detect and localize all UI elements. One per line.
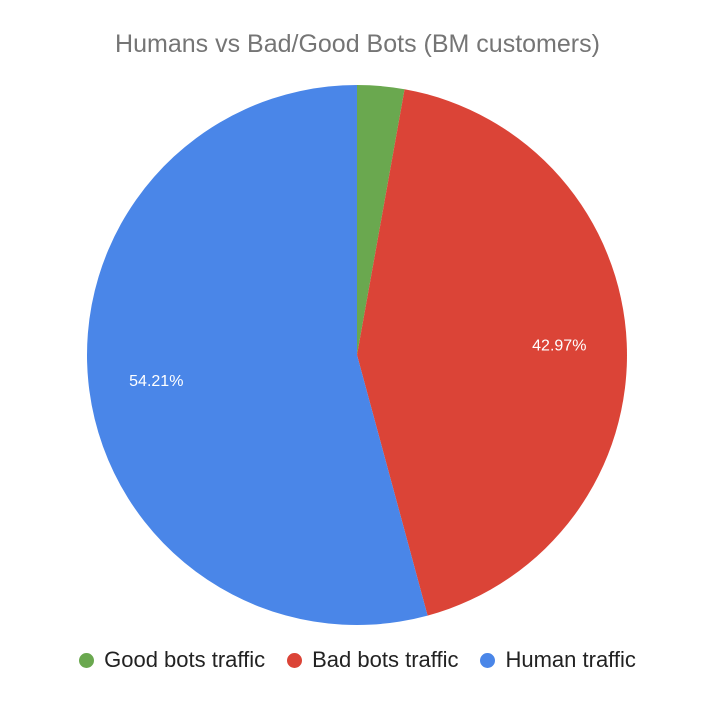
- slice-label-bad-bots-traffic: 42.97%: [532, 337, 586, 354]
- chart-title: Humans vs Bad/Good Bots (BM customers): [115, 30, 600, 58]
- pie-slice-good-bots-traffic: [357, 85, 405, 355]
- legend-swatch-bad-bots-traffic: [287, 652, 303, 668]
- legend-swatch-human-traffic: [480, 652, 496, 668]
- legend-label-good-bots-traffic: Good bots traffic: [104, 647, 266, 672]
- legend-item-bad-bots-traffic: Bad bots traffic: [287, 647, 458, 673]
- legend-item-good-bots-traffic: Good bots traffic: [79, 647, 265, 673]
- chart-legend: Good bots traffic Bad bots traffic Human t…: [0, 645, 715, 675]
- legend-item-human-traffic: Human traffic: [480, 647, 636, 673]
- slice-label-human-traffic: 54.21%: [129, 373, 183, 390]
- pie-slice-human-traffic: [87, 85, 428, 625]
- legend-label-human-traffic: Human traffic: [505, 647, 636, 672]
- pie-slice-bad-bots-traffic: [357, 89, 627, 616]
- legend-swatch-good-bots-traffic: [79, 652, 95, 668]
- legend-label-bad-bots-traffic: Bad bots traffic: [312, 647, 459, 672]
